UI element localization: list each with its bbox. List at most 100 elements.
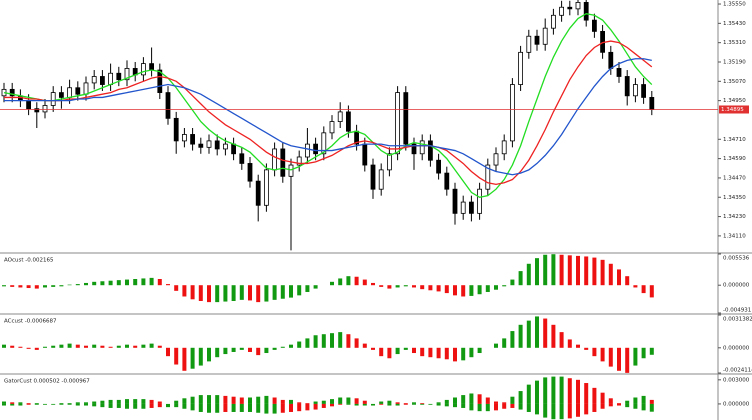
histogram-bar bbox=[436, 347, 441, 359]
gator-bar bbox=[2, 401, 6, 404]
histogram-bar bbox=[182, 347, 187, 371]
histogram-bar bbox=[600, 347, 605, 362]
gator-bar bbox=[223, 403, 228, 412]
gator-bar bbox=[116, 399, 121, 404]
histogram-bar bbox=[108, 280, 113, 286]
histogram-bar bbox=[551, 254, 556, 286]
histogram-bar bbox=[223, 347, 228, 355]
candle-body bbox=[386, 153, 392, 171]
gator-bar bbox=[379, 401, 384, 404]
gator-bar bbox=[297, 403, 302, 412]
candle-body bbox=[592, 19, 597, 32]
gator-bar bbox=[313, 403, 318, 410]
histogram-bar bbox=[264, 347, 269, 354]
gator-bar bbox=[133, 403, 138, 409]
candle-body bbox=[649, 97, 655, 110]
histogram-bar bbox=[354, 276, 359, 286]
gator-bar bbox=[551, 403, 556, 420]
histogram-bar bbox=[2, 344, 6, 348]
gator-bar bbox=[190, 396, 195, 404]
histogram-bar bbox=[256, 285, 261, 303]
gator-bar bbox=[207, 395, 211, 404]
gator-bar bbox=[75, 403, 80, 406]
gator-bar bbox=[477, 394, 482, 404]
histogram-bar bbox=[559, 254, 564, 286]
histogram-bar bbox=[584, 256, 589, 286]
candle-body bbox=[116, 72, 122, 81]
histogram-bar bbox=[34, 285, 39, 289]
candle-body bbox=[239, 153, 245, 164]
gator-bar bbox=[518, 403, 523, 410]
gator-bar bbox=[18, 403, 23, 406]
candle-body bbox=[485, 164, 491, 190]
histogram-bar bbox=[649, 285, 654, 298]
gator-bar bbox=[116, 403, 121, 408]
gator-bar bbox=[510, 403, 515, 408]
gator-bar bbox=[502, 403, 507, 409]
y-tick-label: 1.35070 bbox=[723, 79, 746, 85]
gator-bar bbox=[10, 403, 15, 406]
gator-bar bbox=[84, 402, 88, 404]
histogram-bar bbox=[198, 285, 203, 301]
indicator-title: GatorCust 0.000502 -0.000967 bbox=[4, 379, 90, 385]
y-tick-label: 1.34950 bbox=[723, 98, 746, 104]
gator-bar bbox=[584, 383, 589, 404]
histogram-bar bbox=[551, 324, 556, 348]
candle-body bbox=[633, 84, 638, 97]
histogram-bar bbox=[502, 285, 507, 287]
candle-body bbox=[436, 159, 442, 174]
gator-bar bbox=[510, 396, 515, 404]
gator-bar bbox=[387, 403, 392, 406]
histogram-bar bbox=[264, 285, 269, 302]
histogram-bar bbox=[477, 285, 482, 295]
candle-body bbox=[509, 84, 515, 142]
gator-bar bbox=[34, 403, 39, 404]
y-tick-label: 1.34350 bbox=[723, 195, 746, 201]
gator-bar bbox=[100, 403, 105, 408]
candle-body bbox=[50, 92, 56, 106]
gator-bar bbox=[461, 395, 466, 404]
histogram-bar bbox=[535, 258, 539, 286]
candle-body bbox=[9, 88, 15, 97]
histogram-bar bbox=[215, 285, 220, 303]
histogram-bar bbox=[576, 344, 580, 348]
candle-body bbox=[477, 188, 483, 214]
histogram-bar bbox=[584, 347, 589, 350]
gator-bar bbox=[526, 403, 531, 412]
gator-bar bbox=[395, 402, 400, 404]
histogram-bar bbox=[141, 344, 146, 348]
histogram-bar bbox=[280, 346, 285, 348]
panel bbox=[2, 316, 654, 373]
histogram-bar bbox=[59, 285, 64, 287]
gator-bar bbox=[600, 403, 605, 409]
gator-bar bbox=[280, 403, 285, 413]
gator-bar bbox=[518, 391, 523, 404]
histogram-bar bbox=[567, 339, 572, 348]
candle-body bbox=[181, 134, 187, 142]
histogram-bar bbox=[346, 334, 351, 348]
histogram-bar bbox=[338, 278, 343, 286]
histogram-bar bbox=[403, 347, 408, 350]
candle-body bbox=[345, 111, 351, 132]
histogram-bar bbox=[608, 347, 613, 367]
gator-bar bbox=[92, 401, 97, 404]
histogram-bar bbox=[198, 347, 203, 366]
candle-body bbox=[173, 117, 179, 142]
gator-bar bbox=[51, 403, 56, 405]
candle-body bbox=[34, 108, 40, 113]
histogram-bar bbox=[387, 347, 392, 359]
gator-bar bbox=[2, 403, 6, 406]
gator-bar bbox=[649, 399, 654, 404]
gator-bar bbox=[543, 403, 548, 418]
gator-bar bbox=[215, 403, 220, 413]
histogram-bar bbox=[625, 276, 630, 286]
histogram-bar bbox=[141, 278, 146, 286]
histogram-bar bbox=[248, 285, 252, 301]
y-tick-label: -0.0024114 bbox=[723, 368, 752, 374]
histogram-bar bbox=[633, 285, 638, 288]
candle-body bbox=[272, 148, 278, 171]
histogram-bar bbox=[18, 285, 23, 288]
gator-bar bbox=[157, 401, 162, 404]
gator-bar bbox=[67, 403, 72, 404]
gator-bar bbox=[354, 398, 359, 404]
